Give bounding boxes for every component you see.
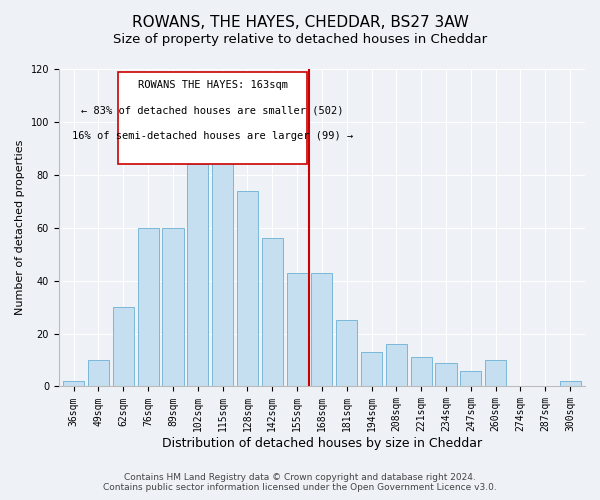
Bar bbox=[460, 370, 481, 386]
Bar bbox=[386, 344, 407, 387]
Bar bbox=[485, 360, 506, 386]
FancyBboxPatch shape bbox=[118, 72, 307, 164]
Bar bbox=[212, 127, 233, 386]
Bar bbox=[187, 164, 208, 386]
Bar bbox=[436, 362, 457, 386]
Bar bbox=[262, 238, 283, 386]
Bar bbox=[88, 360, 109, 386]
Text: Size of property relative to detached houses in Cheddar: Size of property relative to detached ho… bbox=[113, 32, 487, 46]
Bar bbox=[361, 352, 382, 386]
Y-axis label: Number of detached properties: Number of detached properties bbox=[15, 140, 25, 316]
Bar bbox=[237, 190, 258, 386]
Bar bbox=[163, 228, 184, 386]
Bar bbox=[63, 381, 84, 386]
Text: Contains HM Land Registry data © Crown copyright and database right 2024.
Contai: Contains HM Land Registry data © Crown c… bbox=[103, 473, 497, 492]
Bar bbox=[336, 320, 357, 386]
Bar bbox=[287, 272, 308, 386]
Bar bbox=[137, 228, 158, 386]
Bar bbox=[560, 381, 581, 386]
Text: ← 83% of detached houses are smaller (502): ← 83% of detached houses are smaller (50… bbox=[82, 106, 344, 116]
X-axis label: Distribution of detached houses by size in Cheddar: Distribution of detached houses by size … bbox=[162, 437, 482, 450]
Text: ROWANS, THE HAYES, CHEDDAR, BS27 3AW: ROWANS, THE HAYES, CHEDDAR, BS27 3AW bbox=[131, 15, 469, 30]
Bar bbox=[311, 272, 332, 386]
Bar bbox=[410, 358, 432, 386]
Bar bbox=[113, 307, 134, 386]
Text: ROWANS THE HAYES: 163sqm: ROWANS THE HAYES: 163sqm bbox=[137, 80, 287, 90]
Text: 16% of semi-detached houses are larger (99) →: 16% of semi-detached houses are larger (… bbox=[72, 130, 353, 140]
